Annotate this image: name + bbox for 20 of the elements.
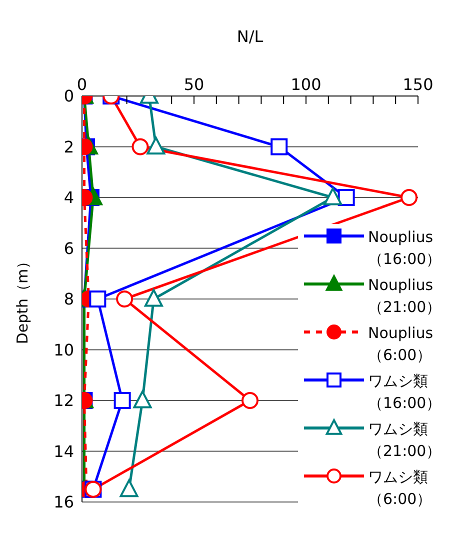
legend-label: ワムシ類（6:00）	[368, 467, 432, 510]
legend-label: ワムシ類（21:00）	[368, 419, 442, 462]
x-tick-label: 100	[290, 75, 322, 94]
legend-label: ワムシ類（16:00）	[368, 371, 442, 414]
y-tick-label: 8	[64, 290, 74, 309]
x-tick-label: 50	[184, 75, 204, 94]
x-tick-label: 0	[76, 75, 88, 94]
y-tick-label: 12	[54, 391, 74, 410]
legend-label: Nouplius（6:00）	[368, 323, 434, 366]
y-tick-label: 14	[54, 442, 74, 461]
y-tick-label: 4	[64, 188, 74, 208]
legend-label: Nouplius（16:00）	[368, 227, 442, 270]
legend-label: Nouplius（21:00）	[368, 275, 442, 318]
y-axis-title: Depth（m）	[13, 254, 32, 344]
y-tick-label: 10	[54, 340, 74, 360]
y-tick-label: 16	[54, 492, 74, 512]
y-tick-label: 6	[64, 238, 74, 258]
y-tick-label: 2	[64, 137, 74, 156]
x-tick-label: 150	[402, 75, 434, 94]
x-axis-title: N/L	[236, 27, 264, 46]
